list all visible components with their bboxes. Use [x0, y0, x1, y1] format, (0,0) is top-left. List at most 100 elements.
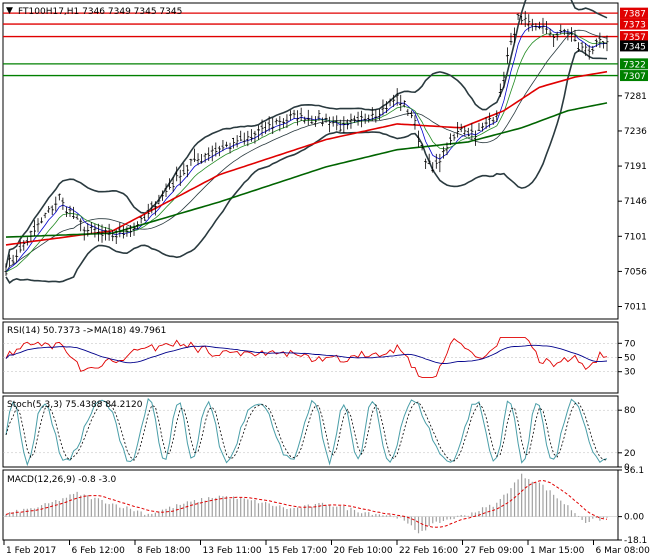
price-bar — [509, 32, 513, 46]
rsi-tick-label: 70 — [624, 339, 636, 349]
price-bar — [299, 107, 303, 121]
price-bar — [100, 224, 104, 243]
price-bar — [353, 115, 357, 123]
stoch-signal-line — [5, 400, 608, 462]
price-bar — [132, 222, 136, 236]
price-bar — [580, 42, 584, 52]
price-bar — [420, 144, 424, 151]
price-bar — [196, 153, 200, 166]
macd-label: MACD(12,26,9) -0.8 -3.0 — [7, 475, 116, 485]
level-lines — [3, 12, 618, 77]
price-bar — [399, 94, 403, 112]
macd-tick-label: 36.1 — [624, 466, 644, 476]
price-tag-label: 7307 — [623, 72, 646, 82]
price-bar — [153, 201, 157, 216]
price-bar — [452, 133, 456, 141]
price-bar — [377, 109, 381, 120]
price-tick-label: 7101 — [624, 232, 647, 242]
price-bar — [267, 116, 271, 132]
price-bar — [146, 203, 150, 219]
price-bar — [4, 263, 8, 276]
price-bar — [221, 139, 225, 152]
price-tag-label: 7322 — [623, 60, 646, 70]
price-tag-label: 7357 — [623, 33, 646, 43]
rsi-tick-label: 30 — [624, 368, 636, 378]
price-bar — [463, 126, 467, 136]
price-bar — [566, 28, 570, 41]
price-bar — [523, 10, 527, 27]
price-bar — [562, 28, 566, 36]
price-bar — [402, 100, 406, 108]
price-bar — [477, 122, 481, 131]
price-bar — [470, 123, 474, 140]
macd-tick-label: 0.00 — [624, 513, 644, 523]
ma-slow — [5, 70, 608, 246]
price-bar — [417, 130, 421, 148]
time-tick-label: 6 Feb 12:00 — [72, 546, 126, 556]
bollinger-middle — [5, 29, 608, 273]
price-bar — [555, 31, 559, 41]
stoch-panel — [2, 395, 619, 468]
price-bar — [445, 142, 449, 156]
rsi-lines — [3, 337, 618, 378]
price-bar — [552, 34, 556, 47]
price-bar — [281, 118, 285, 129]
price-bar — [8, 254, 12, 267]
price-bar — [203, 152, 207, 163]
price-bar — [232, 137, 236, 149]
price-bar — [253, 130, 257, 144]
ma-mid — [5, 32, 607, 273]
price-tag-7387 — [620, 7, 648, 19]
price-bars — [4, 10, 609, 276]
price-bar — [214, 142, 218, 157]
price-bar — [324, 113, 328, 123]
price-bar — [527, 14, 531, 32]
price-tick-label: 7281 — [624, 92, 647, 102]
price-bar — [22, 240, 26, 251]
stoch-lines — [3, 397, 618, 467]
price-tag-7373 — [620, 18, 648, 30]
price-bar — [513, 27, 517, 43]
price-bar — [228, 142, 232, 154]
price-bar — [385, 101, 389, 114]
rsi-line — [5, 337, 608, 378]
price-bar — [335, 115, 339, 131]
price-bar — [207, 147, 211, 161]
price-bar — [427, 153, 431, 165]
price-bar — [18, 240, 22, 253]
price-bar — [189, 158, 193, 166]
price-bar — [491, 116, 495, 125]
stoch-tick-label: 20 — [624, 449, 636, 459]
price-bar — [89, 222, 93, 234]
price-bar — [178, 169, 182, 187]
price-bar — [569, 27, 573, 42]
price-bar — [111, 230, 115, 242]
price-bar — [584, 43, 588, 56]
price-bar — [306, 109, 310, 126]
price-bar — [374, 109, 378, 123]
price-bar — [363, 113, 367, 124]
price-bar — [160, 190, 164, 201]
price-bar — [32, 220, 36, 236]
price-bar — [182, 163, 186, 176]
stoch-tick-label: 80 — [624, 406, 636, 416]
price-bar — [413, 115, 417, 130]
price-bar — [107, 223, 111, 241]
price-bar — [171, 176, 175, 192]
time-tick-label: 1 Mar 15:00 — [530, 546, 585, 556]
price-bar — [587, 45, 591, 60]
price-bar — [498, 83, 502, 98]
price-bar — [516, 13, 520, 21]
bollinger-lower — [5, 49, 608, 284]
price-bar — [104, 227, 108, 241]
price-bar — [505, 47, 509, 64]
price-bar — [310, 115, 314, 125]
rsi-tick-label: 50 — [624, 354, 636, 364]
price-tag-label: 7345 — [623, 42, 646, 52]
price-bar — [217, 145, 221, 157]
price-bar — [342, 116, 346, 134]
price-bar — [605, 35, 609, 52]
price-bar — [260, 119, 264, 137]
price-bar — [395, 88, 399, 106]
